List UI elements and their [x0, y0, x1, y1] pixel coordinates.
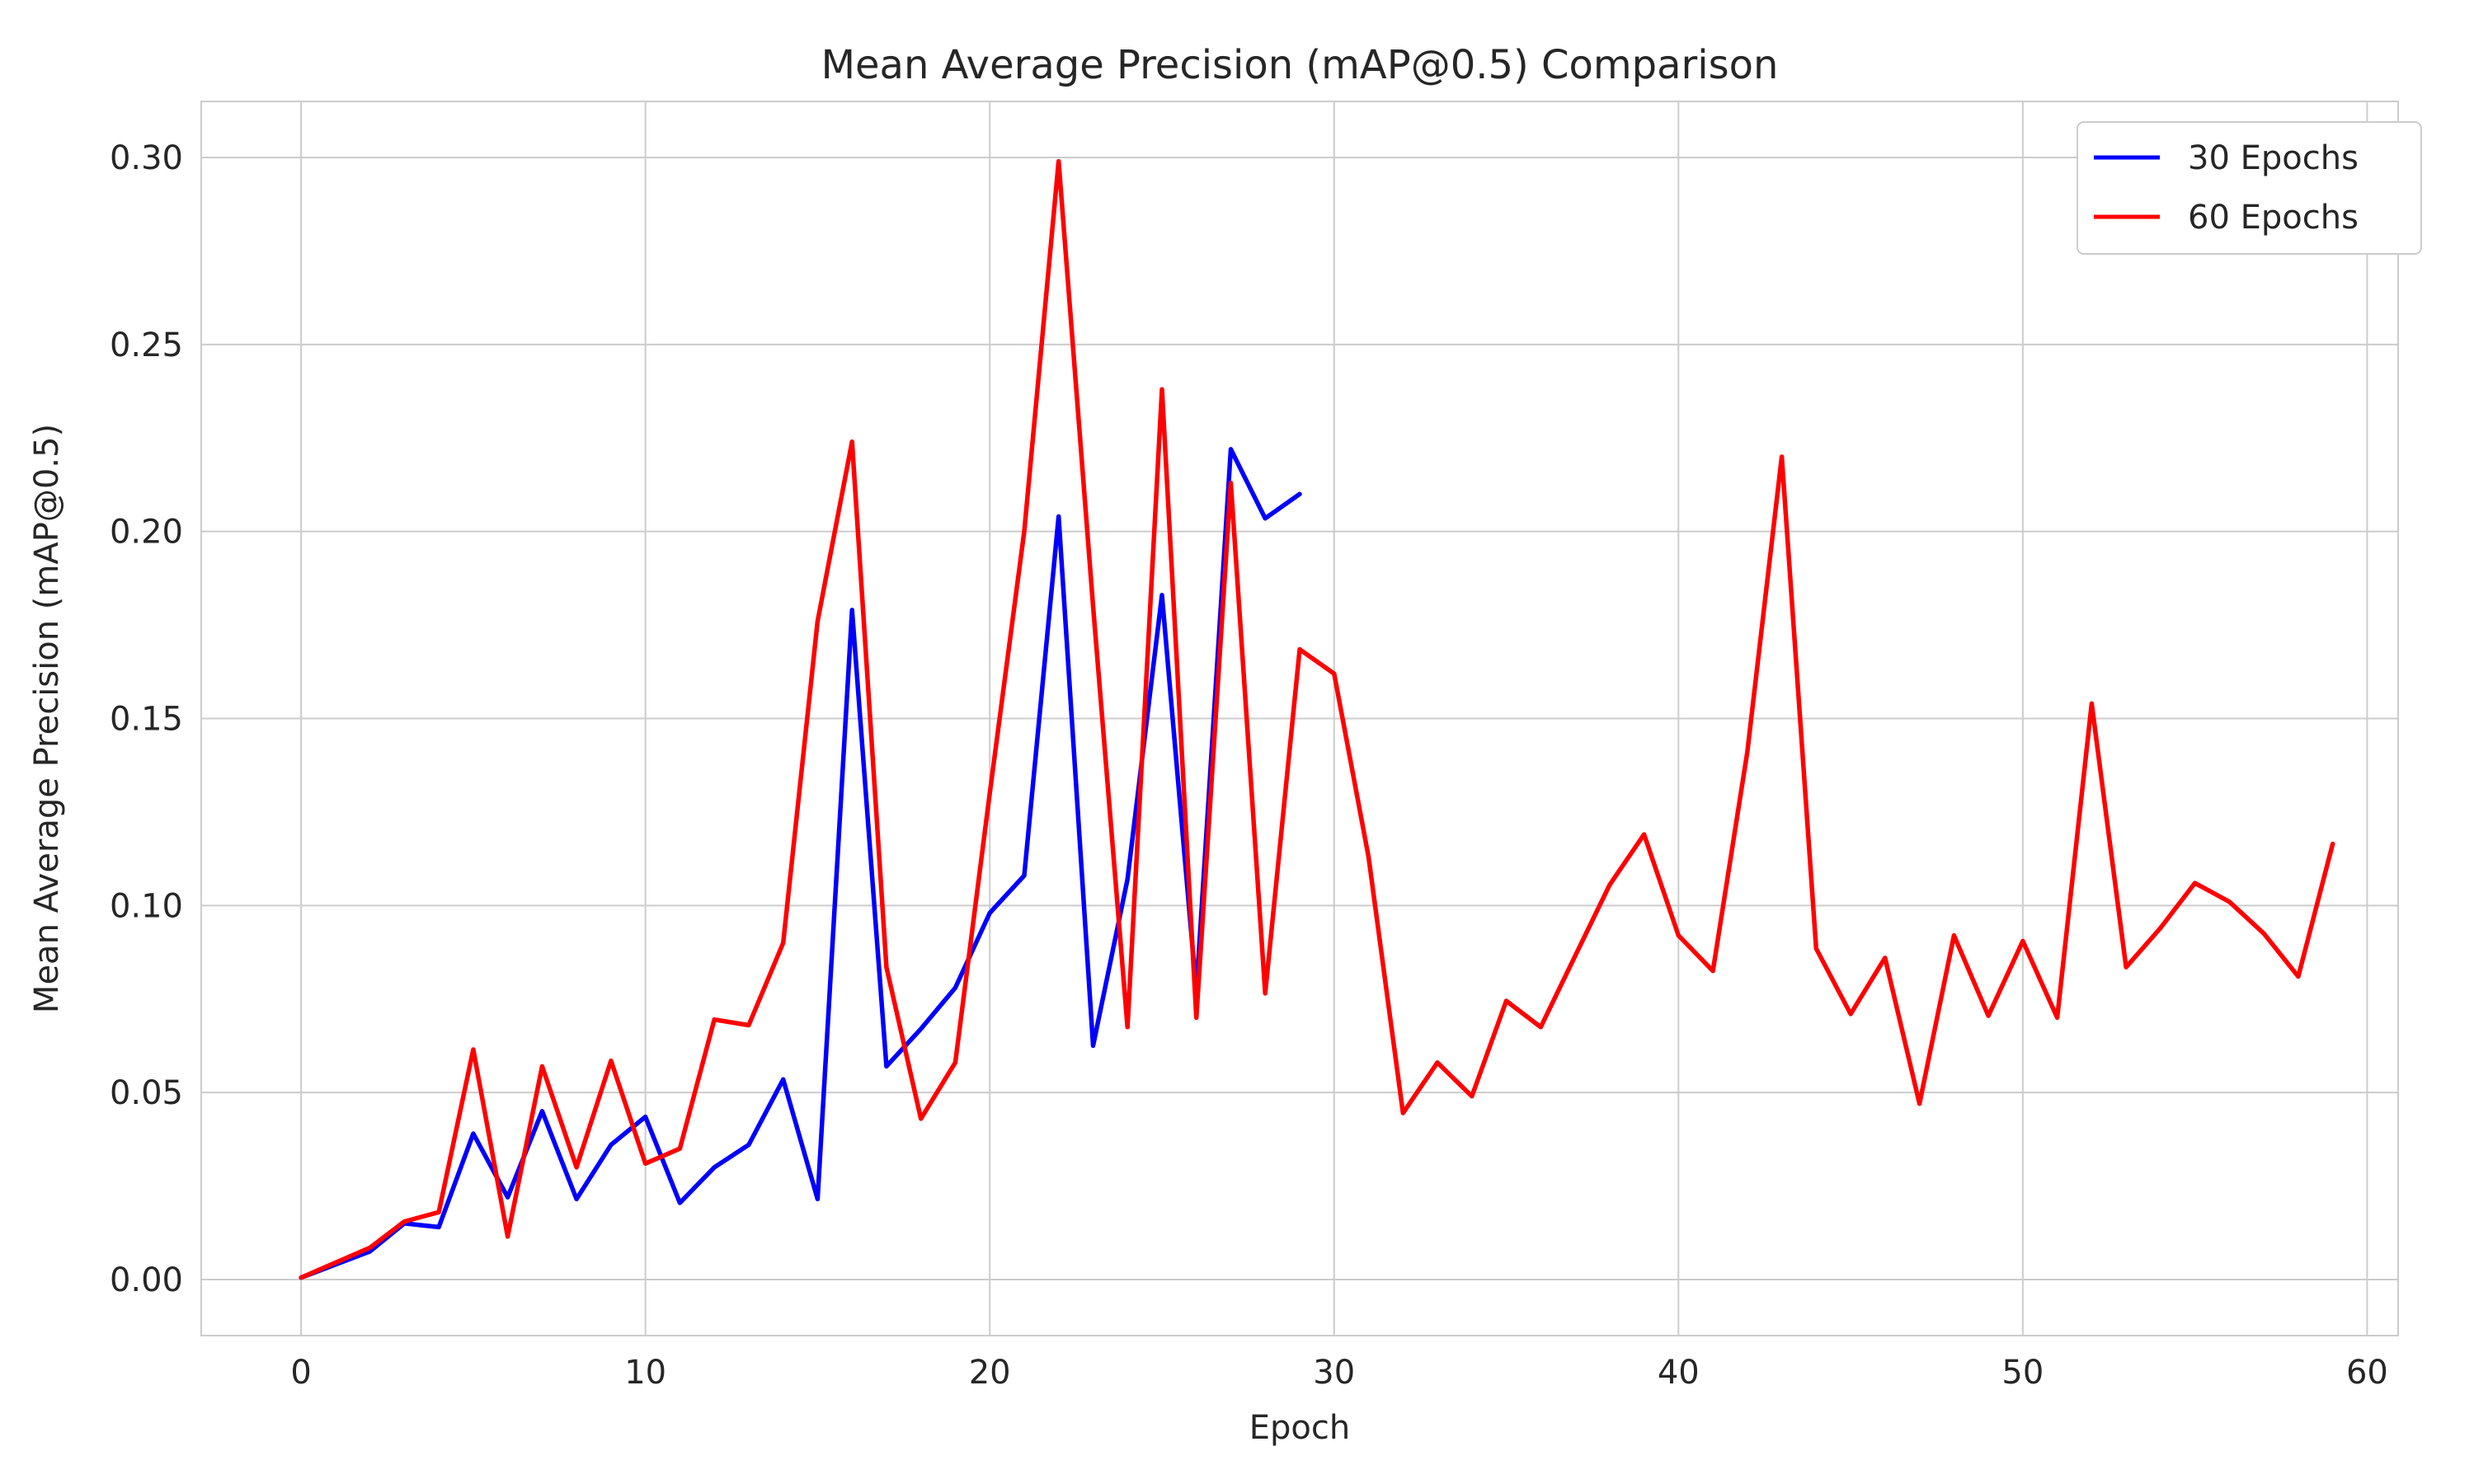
x-tick-label: 60	[2346, 1354, 2388, 1392]
x-tick-label: 50	[2001, 1354, 2044, 1392]
y-tick-label: 0.15	[110, 701, 183, 739]
y-axis-label: Mean Average Precision (mAP@0.5)	[28, 424, 66, 1013]
x-tick-label: 10	[624, 1354, 666, 1392]
y-tick-label: 0.05	[110, 1074, 183, 1112]
y-tick-label: 0.10	[110, 887, 183, 925]
x-tick-label: 0	[290, 1354, 311, 1392]
legend-box	[2077, 121, 2422, 255]
x-tick-label: 20	[969, 1354, 1011, 1392]
legend: 30 Epochs 60 Epochs	[2077, 121, 2422, 255]
legend-label-60-epochs: 60 Epochs	[2188, 199, 2359, 237]
y-tick-label: 0.20	[110, 514, 183, 552]
legend-label-30-epochs: 30 Epochs	[2188, 139, 2359, 177]
x-tick-label: 40	[1658, 1354, 1700, 1392]
tick-labels: 0 10 20 30 40 50 60 0.00 0.05 0.10 0.15 0.20 0.25 0.3…	[110, 139, 2388, 1392]
y-tick-label: 0.00	[110, 1261, 183, 1299]
gridlines	[201, 101, 2398, 1336]
chart-title: Mean Average Precision (mAP@0.5) Compari…	[821, 42, 1779, 88]
y-tick-label: 0.25	[110, 326, 183, 364]
series-line-60-epochs	[299, 158, 2335, 1280]
x-axis-label: Epoch	[1249, 1409, 1350, 1447]
x-tick-label: 30	[1313, 1354, 1355, 1392]
series-line-30-epochs	[299, 447, 1302, 1280]
series-layer	[299, 158, 2335, 1280]
y-tick-label: 0.30	[110, 139, 183, 177]
plot-frame	[200, 101, 2399, 1336]
